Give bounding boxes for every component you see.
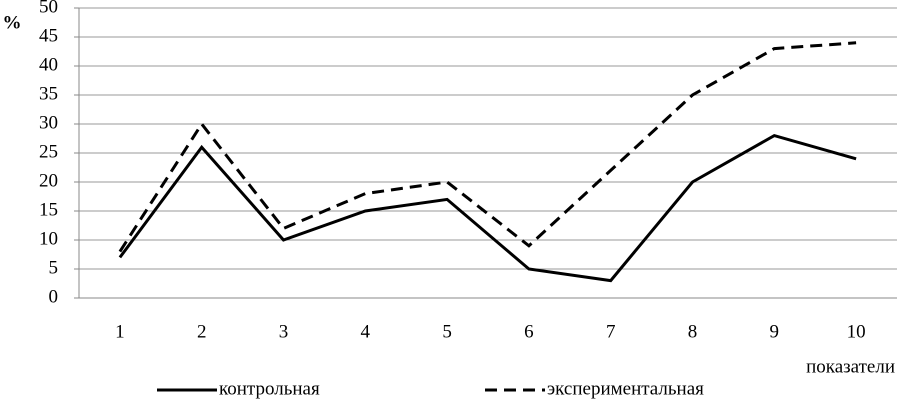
- x-tick-label: 4: [361, 321, 371, 342]
- series-line: [118, 41, 857, 253]
- y-tick-label: 35: [39, 83, 58, 104]
- x-tick-label: 8: [688, 321, 698, 342]
- x-tick-label: 6: [524, 321, 534, 342]
- y-tick-label: 30: [39, 112, 58, 133]
- x-tick-label: 9: [770, 321, 780, 342]
- x-axis-label: показатели: [806, 356, 895, 377]
- y-tick-label: 0: [49, 286, 59, 307]
- x-tick-label: 1: [115, 321, 125, 342]
- y-tick-label: 40: [39, 54, 58, 75]
- y-tick-label: 20: [39, 170, 58, 191]
- x-tick-label: 5: [442, 321, 452, 342]
- y-tick-label: 10: [39, 228, 58, 249]
- y-axis-label: %: [3, 12, 22, 33]
- x-tick-label: 7: [606, 321, 616, 342]
- x-tick-label: 2: [197, 321, 207, 342]
- y-tick-label: 5: [49, 257, 59, 278]
- legend-label: экспериментальная: [547, 378, 704, 399]
- legend-label: контрольная: [219, 378, 320, 399]
- x-tick-label: 3: [279, 321, 289, 342]
- y-tick-label: 50: [39, 0, 58, 17]
- x-tick-label: 10: [847, 321, 866, 342]
- y-tick-label: 15: [39, 199, 58, 220]
- y-tick-label: 25: [39, 141, 58, 162]
- series-line: [118, 133, 857, 283]
- y-tick-label: 45: [39, 25, 58, 46]
